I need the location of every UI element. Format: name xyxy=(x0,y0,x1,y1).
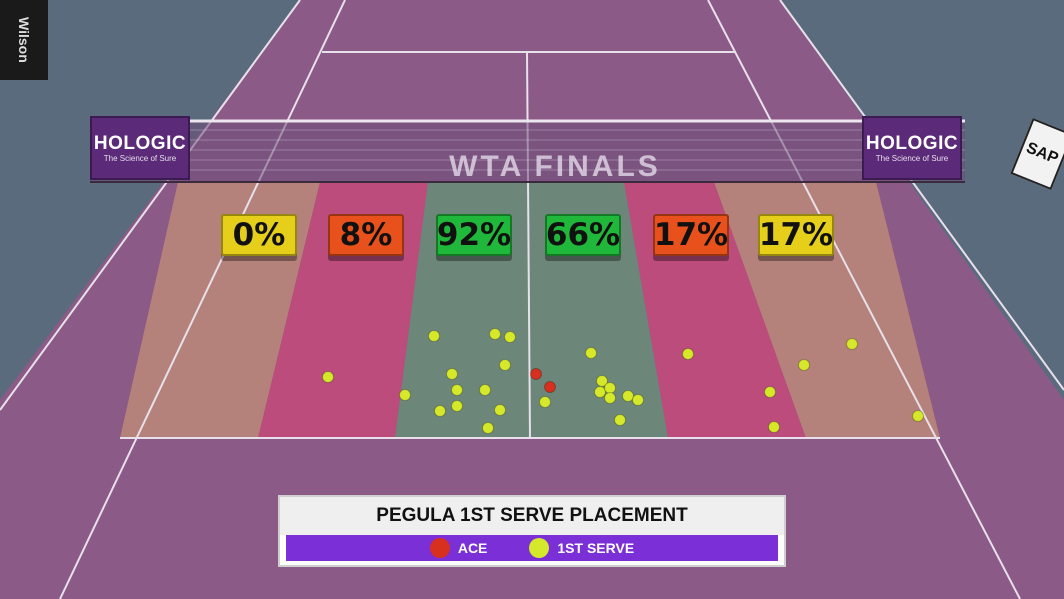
serve-ball-marker xyxy=(798,359,810,371)
zone-percent-3: 66% xyxy=(545,214,621,256)
net-banner-left: HOLOGIC The Science of Sure xyxy=(90,116,190,180)
serve-ball-icon xyxy=(529,538,550,558)
ball-markers xyxy=(322,328,924,434)
net-title: WTA FINALS xyxy=(449,150,661,183)
serve-ball-marker xyxy=(428,330,440,342)
ace-ball-marker xyxy=(544,381,556,393)
serve-ball-marker xyxy=(499,359,511,371)
serve-ball-marker xyxy=(594,386,606,398)
wilson-sponsor-label: Wilson xyxy=(16,17,32,63)
serve-ball-marker xyxy=(446,368,458,380)
serve-ball-marker xyxy=(614,414,626,426)
net-banner-right: HOLOGIC The Science of Sure xyxy=(862,116,962,180)
net-banner-tagline: The Science of Sure xyxy=(103,153,177,163)
legend-title: PEGULA 1ST SERVE PLACEMENT xyxy=(280,497,784,535)
serve-ball-marker xyxy=(494,404,506,416)
serve-ball-marker xyxy=(451,384,463,396)
legend-panel: PEGULA 1ST SERVE PLACEMENT ACE 1ST SERVE xyxy=(278,495,786,567)
serve-ball-marker xyxy=(632,394,644,406)
legend-label-ace: ACE xyxy=(457,540,488,556)
sap-sponsor-label: SAP xyxy=(1023,139,1061,168)
zone-percent-5: 17% xyxy=(758,214,834,256)
serve-ball-marker xyxy=(451,400,463,412)
legend-bar: ACE 1ST SERVE xyxy=(286,535,778,561)
serve-ball-marker xyxy=(585,347,597,359)
net xyxy=(90,120,965,182)
zone-percent-0: 0% xyxy=(221,214,297,256)
serve-ball-marker xyxy=(399,389,411,401)
serve-ball-marker xyxy=(912,410,924,422)
zone-percent-2: 92% xyxy=(436,214,512,256)
serve-ball-marker xyxy=(846,338,858,350)
serve-ball-marker xyxy=(489,328,501,340)
serve-ball-marker xyxy=(539,396,551,408)
ace-ball-icon xyxy=(429,538,450,558)
serve-ball-marker xyxy=(764,386,776,398)
serve-ball-marker xyxy=(604,382,616,394)
wilson-sponsor-sign: Wilson xyxy=(0,0,48,80)
zone-percent-1: 8% xyxy=(328,214,404,256)
serve-ball-marker xyxy=(322,371,334,383)
ace-ball-marker xyxy=(530,368,542,380)
net-banner-brand: HOLOGIC xyxy=(93,132,187,154)
legend-label-serve: 1ST SERVE xyxy=(557,540,635,556)
serve-ball-marker xyxy=(482,422,494,434)
serve-ball-marker xyxy=(434,405,446,417)
serve-ball-marker xyxy=(596,375,608,387)
serve-ball-marker xyxy=(622,390,634,402)
legend-item-ace: ACE xyxy=(429,538,488,558)
serve-ball-marker xyxy=(604,392,616,404)
serve-ball-marker xyxy=(504,331,516,343)
serve-ball-marker xyxy=(768,421,780,433)
legend-item-serve: 1ST SERVE xyxy=(529,538,634,558)
zone-percent-4: 17% xyxy=(653,214,729,256)
net-banner-brand: HOLOGIC xyxy=(865,132,959,154)
serve-ball-marker xyxy=(479,384,491,396)
serve-ball-marker xyxy=(682,348,694,360)
net-banner-tagline: The Science of Sure xyxy=(875,153,949,163)
